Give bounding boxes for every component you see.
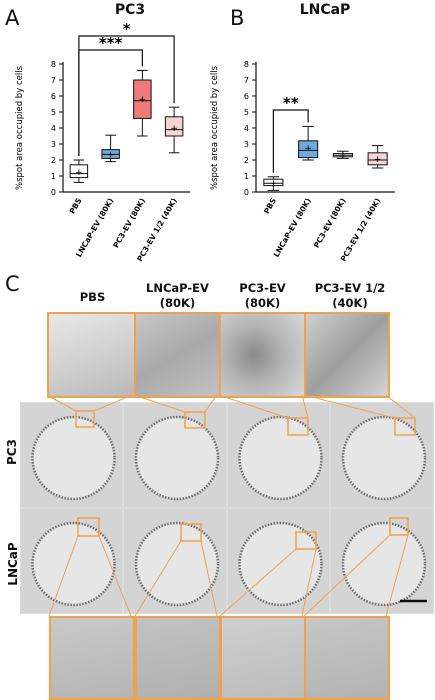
y-tick-label-pc3-1: 1 xyxy=(51,172,56,181)
col-header-pbs-line1: PBS xyxy=(79,290,106,304)
y-tick-label-lncap-5: 5 xyxy=(244,108,249,117)
y-tick-label-lncap-1: 1 xyxy=(244,172,249,181)
y-tick-label-pc3-0: 0 xyxy=(51,188,56,197)
mean-marker-lncap-3: + xyxy=(374,155,382,165)
box-body-pc3-3 xyxy=(164,116,184,137)
chart-title-lncap: LNCaP xyxy=(299,2,351,18)
box-pc3-1: + xyxy=(101,134,120,163)
x-tick-label-lncap-0: PBS xyxy=(262,197,278,216)
y-tick-label-pc3-6: 6 xyxy=(51,92,56,101)
panel-label-c: C xyxy=(5,272,20,296)
box-lncap-1: + xyxy=(298,125,319,161)
zoom-bottom-pbs xyxy=(49,616,135,700)
box-body-lncap-0 xyxy=(263,178,284,187)
box-body-pc3-2 xyxy=(133,79,152,119)
mean-marker-pc3-3: + xyxy=(170,124,178,134)
col-header-pc3-ev-half-line1: PC3-EV 1/2 xyxy=(314,281,386,295)
y-tick-label-pc3-2: 2 xyxy=(51,156,56,165)
cell-pc3-pc3-ev xyxy=(227,402,330,508)
mean-marker-pc3-1: + xyxy=(107,150,115,160)
zoom-bottom-lncap-ev xyxy=(135,616,221,700)
box-body-lncap-1 xyxy=(298,140,319,159)
box-lncap-3: + xyxy=(367,145,388,169)
panel-label-b: B xyxy=(230,6,245,30)
sig-label-pc3-1: *** xyxy=(99,34,123,52)
zoom-top-pc3-ev-half xyxy=(304,312,390,398)
y-tick-label-lncap-7: 7 xyxy=(244,76,249,85)
y-tick-label-lncap-4: 4 xyxy=(244,124,249,133)
chart-pc3: 0 1 2 3 4 5 6 7 8 %spot area occupied by cells + PB… xyxy=(15,20,190,263)
col-header-pbs: PBS xyxy=(50,290,135,305)
mean-marker-lncap-0: + xyxy=(270,179,278,189)
y-tick-label-lncap-8: 8 xyxy=(244,60,249,69)
box-lncap-2: + xyxy=(332,150,353,161)
x-tick-label-pc3-0: PBS xyxy=(68,197,84,216)
cell-pc3-pc3-ev-half xyxy=(330,402,434,508)
mean-marker-lncap-1: + xyxy=(304,144,312,154)
box-body-pc3-0 xyxy=(69,164,89,179)
box-pc3-0: + xyxy=(69,159,89,183)
mean-marker-lncap-2: + xyxy=(339,151,347,161)
y-axis-label-lncap: %spot area occupied by cells xyxy=(210,65,220,190)
sig-bracket-lncap-0 xyxy=(272,109,309,173)
mean-marker-pc3-2: + xyxy=(139,95,147,105)
cell-lncap-lncap-ev xyxy=(123,508,227,614)
sig-label-pc3-0: * xyxy=(123,20,131,38)
box-pc3-2: + xyxy=(133,69,152,137)
y-axis-label-pc3: %spot area occupied by cells xyxy=(15,65,25,190)
zoom-top-pc3-ev xyxy=(219,312,306,398)
x-tick-label-lncap-1: LNCaP-EV (80K) xyxy=(272,197,313,259)
box-lncap-0: + xyxy=(263,176,284,191)
sig-bracket-pc3-0 xyxy=(78,35,175,156)
row-label-lncap: LNCaP xyxy=(6,542,20,586)
col-header-lncap-ev: LNCaP-EV (80K) xyxy=(135,281,220,311)
zoom-top-lncap-ev xyxy=(134,312,221,398)
box-body-lncap-3 xyxy=(367,152,388,166)
sig-bracket-pc3-1 xyxy=(78,49,143,156)
y-tick-label-pc3-5: 5 xyxy=(51,108,56,117)
zoom-top-pbs xyxy=(47,312,136,398)
y-tick-label-pc3-7: 7 xyxy=(51,76,56,85)
y-tick-label-lncap-2: 2 xyxy=(244,156,249,165)
col-header-lncap-ev-line1: LNCaP-EV xyxy=(146,281,209,295)
zoom-bottom-pc3-ev xyxy=(220,616,306,700)
cell-pc3-lncap-ev xyxy=(123,402,227,508)
sig-label-lncap-0: ** xyxy=(283,94,299,112)
col-header-pc3-ev-half: PC3-EV 1/2 (40K) xyxy=(305,281,395,311)
col-header-lncap-ev-line2: (80K) xyxy=(159,296,196,310)
cell-lncap-pbs xyxy=(20,508,123,614)
zoom-bottom-pc3-ev-half xyxy=(304,616,390,700)
charts-svg: 0 1 2 3 4 5 6 7 8 %spot area occupied by cells + PB… xyxy=(15,20,395,263)
col-header-pc3-ev: PC3-EV (80K) xyxy=(220,281,305,311)
x-tick-label-pc3-2: PC3-EV (80K) xyxy=(111,197,147,250)
x-tick-label-lncap-2: PC3-EV (80K) xyxy=(312,197,348,250)
y-tick-label-lncap-3: 3 xyxy=(244,140,249,149)
col-header-pc3-ev-line1: PC3-EV xyxy=(239,281,286,295)
chart-title-pc3: PC3 xyxy=(114,2,146,18)
row-label-pc3: PC3 xyxy=(5,439,19,465)
cell-lncap-pc3-ev-half xyxy=(330,508,434,614)
x-tick-label-lncap-3: PC3-EV 1/2 (40K) xyxy=(339,197,383,264)
y-tick-label-pc3-8: 8 xyxy=(51,60,56,69)
y-tick-label-lncap-0: 0 xyxy=(244,188,249,197)
cell-pc3-pbs xyxy=(20,402,123,508)
cell-lncap-pc3-ev xyxy=(227,508,330,614)
panel-label-a: A xyxy=(5,6,20,30)
box-pc3-3: + xyxy=(164,106,184,154)
y-tick-label-pc3-3: 3 xyxy=(51,140,56,149)
chart-lncap: 0 1 2 3 4 5 6 7 8 %spot area occupied by cells + PB… xyxy=(210,60,395,263)
col-header-pc3-ev-half-line2: (40K) xyxy=(332,296,368,310)
y-tick-label-lncap-6: 6 xyxy=(244,92,249,101)
col-header-pc3-ev-line2: (80K) xyxy=(244,296,281,310)
y-tick-label-pc3-4: 4 xyxy=(51,124,56,133)
mean-marker-pc3-0: + xyxy=(75,168,83,178)
